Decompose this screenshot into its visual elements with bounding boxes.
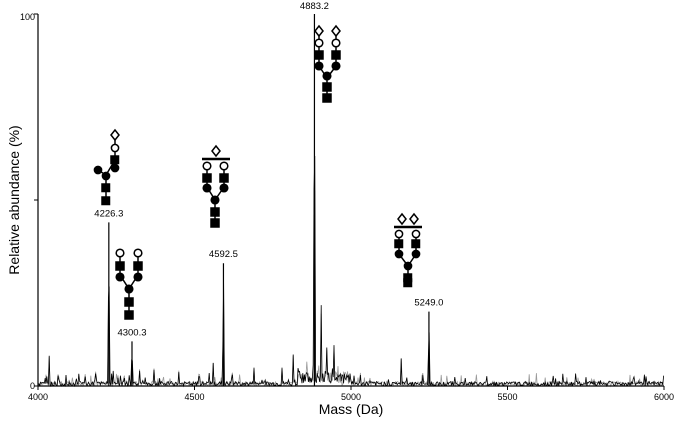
peak-label: 5249.0 — [414, 298, 443, 309]
x-tick-label: 4000 — [28, 392, 48, 402]
x-tick-label: 6000 — [654, 392, 674, 402]
y-tick-label: 0 — [30, 381, 35, 391]
spectrum-trace — [37, 155, 664, 388]
x-tick-label: 5500 — [497, 392, 517, 402]
glycan-structure-icon — [314, 24, 341, 103]
peak-labels: 4226.3 4300.3 4592.5 4883.2 5249.0 — [94, 1, 443, 338]
x-ticks: 4000 4500 5000 5500 6000 — [28, 386, 674, 402]
peak-label: 4300.3 — [117, 327, 146, 338]
glycan-structure-icon — [202, 144, 230, 228]
peak-label: 4592.5 — [209, 249, 238, 260]
spectrum-traces — [37, 155, 664, 388]
x-tick-label: 4500 — [184, 392, 204, 402]
glycan-structure-icon — [93, 24, 422, 320]
x-axis-title: Mass (Da) — [319, 401, 384, 417]
peak-label: 4226.3 — [94, 208, 123, 219]
y-ticks: 0 100 — [20, 12, 38, 391]
y-tick-label: 100 — [20, 12, 35, 22]
peak-label: 4883.2 — [300, 1, 329, 12]
glycan-structure-icon — [115, 248, 143, 320]
x-tick-label: 5000 — [341, 392, 361, 402]
glycan-structure-icon — [93, 128, 120, 206]
y-axis-title: Relative abundance (%) — [6, 125, 22, 274]
glycan-structure-icon — [394, 212, 422, 288]
peak-lines — [108, 14, 430, 386]
